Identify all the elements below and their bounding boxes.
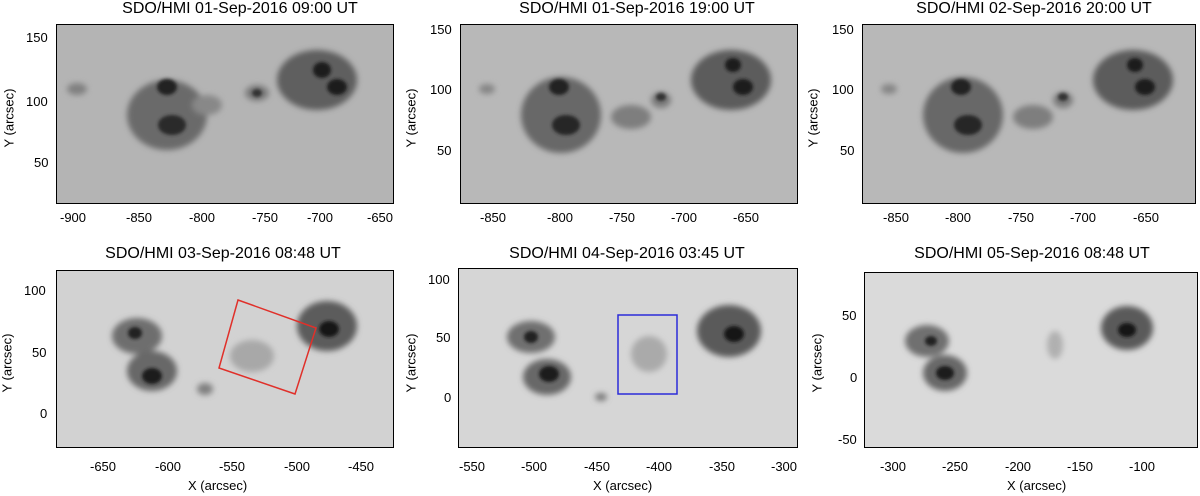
x-tick-label: -300 [771,459,798,474]
x-tick-label: -800 [189,210,216,225]
panel-title: SDO/HMI 01-Sep-2016 19:00 UT [519,0,755,17]
panel-title: SDO/HMI 02-Sep-2016 20:00 UT [916,0,1152,17]
y-axis-label: Y (arcsec) [0,333,15,393]
y-tick-label: 0 [444,390,452,405]
x-tick-label: -650 [90,459,117,474]
y-tick-label: 0 [850,370,858,385]
x-tick-label: -650 [367,210,394,225]
x-tick-label: -800 [945,210,972,225]
y-tick-label: 100 [832,82,854,97]
y-tick-label: 50 [32,345,47,360]
y-tick-label: 100 [26,94,48,109]
y-tick-label: 50 [842,308,857,323]
x-tick-label: -100 [1129,459,1156,474]
panel-title: SDO/HMI 01-Sep-2016 09:00 UT [122,0,358,17]
y-tick-label: 100 [430,82,452,97]
y-tick-label: -50 [838,432,857,447]
photosphere-bg [57,25,393,203]
x-axis-label: X (arcsec) [188,478,248,493]
x-tick-label: -850 [126,210,153,225]
x-tick-label: -500 [521,459,548,474]
solar-image-panel-3 [862,24,1196,204]
sunspot-image [57,271,393,447]
y-axis-label: Y (arcsec) [403,333,419,393]
y-tick-label: 100 [24,283,46,298]
x-tick-label: -700 [1070,210,1097,225]
x-tick-label: -650 [1133,210,1160,225]
photosphere-bg [57,271,393,447]
x-tick-label: -250 [942,459,969,474]
y-axis-label: Y (arcsec) [1,88,17,148]
y-tick-label: 50 [34,155,49,170]
y-tick-label: 100 [428,272,450,287]
x-tick-label: -200 [1005,459,1032,474]
y-tick-label: 50 [840,143,855,158]
y-tick-label: 50 [436,330,451,345]
sunspot-image [459,269,797,447]
y-axis-label: Y (arcsec) [809,333,825,393]
x-tick-label: -350 [709,459,736,474]
y-tick-label: 150 [430,22,452,37]
solar-image-panel-4 [56,270,394,448]
x-tick-label: -550 [459,459,486,474]
panel-title: SDO/HMI 03-Sep-2016 08:48 UT [105,245,341,262]
region-box-blue [617,314,678,395]
x-tick-label: -600 [155,459,182,474]
x-tick-label: -450 [348,459,375,474]
x-tick-label: -750 [1008,210,1035,225]
x-tick-label: -650 [733,210,760,225]
x-tick-label: -850 [883,210,910,225]
sunspot-image [57,25,393,203]
x-tick-label: -750 [609,210,636,225]
sunspot-image [865,273,1197,447]
y-axis-label: Y (arcsec) [403,88,419,148]
x-tick-label: -750 [252,210,279,225]
x-axis-label: X (arcsec) [1007,478,1067,493]
y-axis-label: Y (arcsec) [805,88,821,148]
solar-image-panel-5 [458,268,798,448]
solar-image-panel-1 [56,24,394,204]
photosphere-bg [865,273,1197,447]
x-tick-label: -300 [880,459,907,474]
x-tick-label: -450 [584,459,611,474]
x-tick-label: -700 [671,210,698,225]
x-tick-label: -500 [284,459,311,474]
region-box-red [218,299,317,395]
y-tick-label: 0 [40,406,48,421]
sunspot-image [461,25,797,203]
x-tick-label: -900 [60,210,87,225]
x-tick-label: -800 [547,210,574,225]
x-tick-label: -700 [307,210,334,225]
x-axis-label: X (arcsec) [593,478,653,493]
y-tick-label: 50 [437,143,452,158]
y-tick-label: 150 [832,22,854,37]
y-tick-label: 150 [26,30,48,45]
panel-title: SDO/HMI 04-Sep-2016 03:45 UT [509,245,745,262]
x-tick-label: -400 [646,459,673,474]
x-tick-label: -150 [1067,459,1094,474]
x-tick-label: -850 [480,210,507,225]
solar-image-panel-6 [864,272,1198,448]
solar-image-panel-2 [460,24,798,204]
x-tick-label: -550 [219,459,246,474]
panel-title: SDO/HMI 05-Sep-2016 08:48 UT [914,245,1150,262]
photosphere-bg [459,269,797,447]
sunspot-image [863,25,1195,203]
